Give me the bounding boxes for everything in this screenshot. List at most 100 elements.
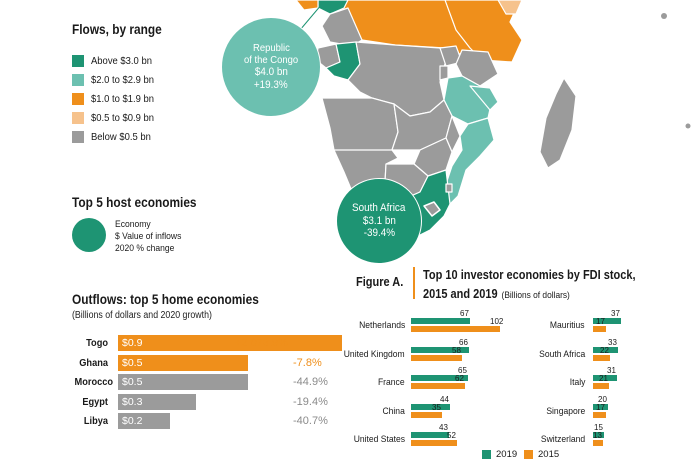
outflows-growth: -19.4% bbox=[293, 395, 328, 408]
figure-a-bar-label: 33 bbox=[608, 337, 617, 347]
figure-a-country: South Africa bbox=[538, 348, 585, 360]
outflows-country: Ghana bbox=[79, 356, 108, 369]
figure-a-bar-label: 20 bbox=[598, 394, 607, 404]
outflows-subtitle: (Billions of dollars and 2020 growth) bbox=[72, 310, 212, 321]
legend-title: Flows, by range bbox=[72, 22, 162, 37]
outflows-growth: +2 073.9% bbox=[235, 337, 288, 349]
figure-a-bar-label: 31 bbox=[607, 366, 616, 375]
legend-item-below-05: Below $0.5 bn bbox=[72, 131, 158, 143]
figure-a-bar-label: 43 bbox=[439, 423, 448, 432]
figure-a-bar-label: 52 bbox=[447, 431, 456, 440]
legend-swatch bbox=[72, 55, 84, 67]
host-legend-line2: $ Value of inflows bbox=[115, 231, 182, 242]
figure-a-bar bbox=[593, 440, 603, 446]
figure-a-divider bbox=[413, 267, 415, 299]
host-legend-line3: 2020 % change bbox=[115, 243, 175, 254]
figure-a-bar-label: 17 bbox=[596, 402, 605, 412]
figure-a-country: United States bbox=[353, 434, 405, 445]
figure-a-bar bbox=[593, 403, 608, 410]
outflows-country: Morocco bbox=[74, 376, 114, 388]
figure-a-bar bbox=[593, 432, 604, 438]
host-legend-text: Economy $ Value of inflows 2020 % change bbox=[115, 219, 189, 255]
outflows-row: Togo $0.9 +2 073.9% bbox=[70, 335, 390, 351]
legend-label: $1.0 to $1.9 bn bbox=[91, 93, 155, 105]
callout-republic-of-the-congo: Republic of the Congo $4.0 bn +19.3% bbox=[221, 17, 321, 117]
figure-a-country: China bbox=[382, 405, 405, 417]
outflows-row: Egypt $0.3 -19.4% bbox=[70, 393, 390, 410]
figure-a-legend-2019: 2019 bbox=[482, 449, 517, 460]
outflows-bar: $0.5 bbox=[118, 374, 248, 390]
outflows-country: Libya bbox=[83, 415, 108, 427]
legend-swatch bbox=[72, 93, 84, 105]
callout-sa-name: South Africa bbox=[352, 202, 406, 215]
map-region-madagascar bbox=[539, 77, 577, 169]
figure-a-bar bbox=[593, 346, 618, 353]
figure-a-label: Figure A. bbox=[356, 275, 404, 289]
map-region-eswatini bbox=[445, 183, 453, 193]
figure-a-title-line2: 2015 and 2019 bbox=[423, 287, 498, 301]
callout-congo-change: +19.3% bbox=[254, 79, 288, 92]
host-legend-line1: Economy bbox=[115, 219, 151, 230]
figure-a-bar-label: 62 bbox=[455, 374, 464, 383]
figure-a-bar bbox=[411, 403, 450, 410]
figure-a-bar bbox=[411, 318, 470, 324]
figure-a-units: (Billions of dollars) bbox=[501, 290, 570, 301]
figure-a-bar bbox=[593, 411, 606, 418]
outflows-row: Ghana $0.5 -7.8% bbox=[70, 354, 390, 371]
callout-south-africa: South Africa $3.1 bn -39.4% bbox=[336, 178, 422, 264]
outflows-growth: -44.9% bbox=[293, 376, 328, 388]
figure-a-title-line1: Top 10 investor economies by FDI stock, bbox=[423, 268, 636, 282]
outflows-row: Libya $0.2 -40.7% bbox=[70, 413, 390, 429]
figure-a-country: Mauritius bbox=[550, 320, 585, 331]
figure-a-bar bbox=[411, 411, 442, 418]
map-region-lesotho bbox=[423, 201, 441, 217]
legend-label: $2.0 to $2.9 bn bbox=[91, 74, 155, 86]
host-title: Top 5 host economies bbox=[72, 195, 197, 210]
figure-a-bar-label: 102 bbox=[490, 317, 504, 326]
figure-a-bar-label: 44 bbox=[440, 394, 449, 404]
outflows-country: Togo bbox=[86, 337, 108, 349]
figure-a-country: Italy bbox=[569, 377, 585, 388]
legend-label-2015: 2015 bbox=[538, 449, 560, 460]
legend-item-1-to-19: $1.0 to $1.9 bn bbox=[72, 93, 161, 105]
figure-a-bar bbox=[411, 383, 465, 389]
figure-a-bar bbox=[593, 354, 610, 361]
figure-a-country: Singapore bbox=[546, 405, 585, 417]
callout-congo-line2: of the Congo bbox=[243, 54, 299, 67]
map-island-1 bbox=[661, 13, 667, 19]
figure-a-bar bbox=[593, 318, 621, 324]
legend-label: Above $3.0 bn bbox=[91, 55, 152, 67]
outflows-title: Outflows: top 5 home economies bbox=[72, 292, 259, 307]
outflows-growth: -7.8% bbox=[293, 356, 322, 369]
legend-item-2-to-29: $2.0 to $2.9 bn bbox=[72, 74, 161, 86]
callout-sa-change: -39.4% bbox=[363, 227, 395, 240]
map-region-mozambique bbox=[445, 117, 495, 205]
figure-a-bar-label: 37 bbox=[611, 309, 620, 318]
figure-a-country: United Kingdom bbox=[344, 348, 405, 360]
legend-swatch-2015 bbox=[524, 450, 533, 459]
figure-a-bar-label: 22 bbox=[600, 345, 609, 355]
map-island-2 bbox=[685, 123, 691, 129]
figure-a-bar-label: 65 bbox=[458, 366, 467, 375]
figure-a-bar bbox=[411, 432, 449, 438]
callout-leader-lines bbox=[299, 3, 323, 31]
figure-a-bar bbox=[411, 354, 462, 361]
figure-a-bar bbox=[593, 326, 606, 332]
outflows-bar: $0.3 bbox=[118, 393, 196, 410]
host-legend-circle bbox=[72, 218, 106, 252]
callout-congo-line1: Republic bbox=[252, 42, 290, 55]
outflows-bar: $0.5 bbox=[118, 354, 248, 371]
figure-a-bar-label: 58 bbox=[452, 345, 461, 355]
figure-a-country: Netherlands bbox=[358, 320, 405, 331]
outflows-bar: $0.9 bbox=[118, 335, 342, 351]
figure-a-bar bbox=[411, 440, 457, 446]
legend-item-05-to-09: $0.5 to $0.9 bn bbox=[72, 112, 161, 124]
figure-a-bar bbox=[411, 375, 468, 381]
figure-a-bar bbox=[593, 383, 609, 389]
outflows-growth: -40.7% bbox=[293, 415, 328, 427]
callout-sa-value: $3.1 bn bbox=[362, 214, 396, 227]
figure-a-bar-label: 66 bbox=[459, 337, 468, 347]
figure-a-country: Switzerland bbox=[540, 434, 585, 445]
figure-a-country: France bbox=[378, 377, 405, 388]
map-region-light-orange bbox=[497, 0, 523, 15]
